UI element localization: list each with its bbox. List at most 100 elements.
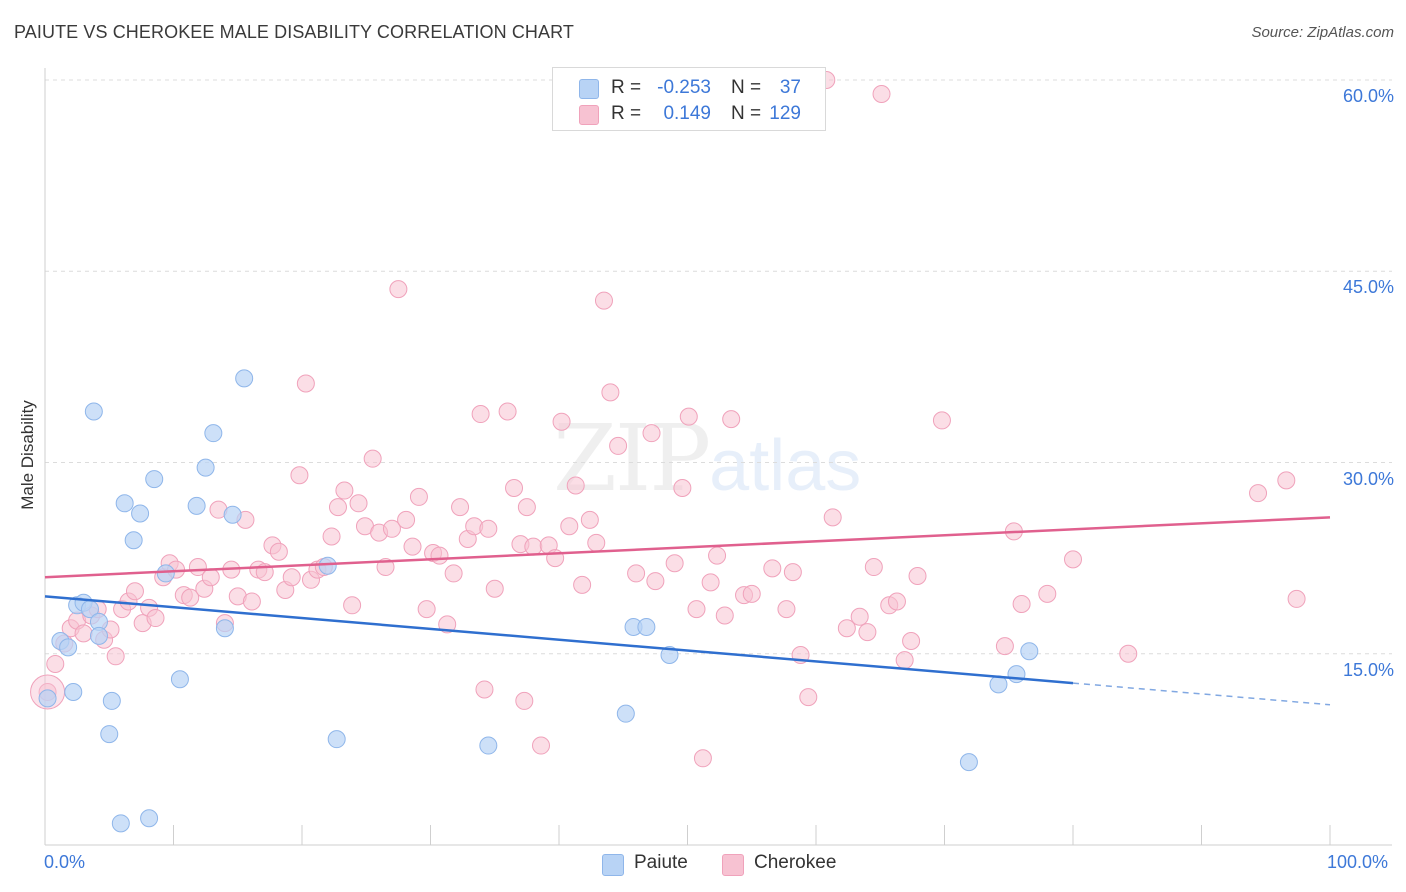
cherokee-point xyxy=(515,691,534,710)
cherokee-point xyxy=(532,736,551,755)
cherokee-point xyxy=(1038,584,1057,603)
r-label: R = xyxy=(611,77,642,98)
cherokee-point xyxy=(837,619,856,638)
cherokee-point xyxy=(517,498,536,517)
cherokee-point xyxy=(850,607,869,626)
paiute-point xyxy=(204,424,223,443)
cherokee-point xyxy=(594,291,613,310)
paiute-point xyxy=(59,638,78,657)
cherokee-point xyxy=(444,564,463,583)
trend-lines xyxy=(44,516,1331,706)
paiute-point xyxy=(38,689,57,708)
paiute-point xyxy=(89,626,108,645)
cherokee-trend-line xyxy=(44,516,1331,579)
legend-row-paiute: R = -0.253 N = 37 xyxy=(553,75,825,101)
legend-row-cherokee: R = 0.149 N = 129 xyxy=(553,101,825,127)
cherokee-point xyxy=(322,527,341,546)
cherokee-point xyxy=(679,407,698,426)
cherokee-point xyxy=(908,566,927,585)
cherokee-point xyxy=(524,537,543,556)
cherokee-point xyxy=(438,615,457,634)
paiute-point xyxy=(64,683,83,701)
cherokee-point xyxy=(783,563,802,582)
cherokee-point xyxy=(601,383,620,402)
cherokee-point xyxy=(201,568,220,587)
cherokee-point xyxy=(864,558,883,577)
cherokee-point xyxy=(417,600,436,619)
paiute-point xyxy=(140,809,159,828)
cherokee-point xyxy=(363,449,382,468)
cherokee-point xyxy=(693,749,712,768)
cherokee-point xyxy=(823,508,842,527)
cherokee-point xyxy=(701,573,720,592)
cherokee-point xyxy=(328,498,347,517)
paiute-point xyxy=(235,369,254,388)
cherokee-point xyxy=(742,584,761,603)
cherokee-point xyxy=(181,588,200,607)
cherokee-point xyxy=(335,481,354,500)
x-tick-label: 100.0% xyxy=(1327,852,1389,872)
cherokee-point xyxy=(587,533,606,552)
n-value: 129 xyxy=(769,103,801,124)
paiute-point xyxy=(131,504,150,523)
r-value: 0.149 xyxy=(663,103,711,124)
paiute-point xyxy=(1007,665,1026,684)
cherokee-point xyxy=(471,405,490,424)
cherokee-point xyxy=(146,609,165,628)
paiute-point xyxy=(187,496,206,515)
paiute-point xyxy=(959,753,978,772)
cherokee-point xyxy=(403,537,422,556)
paiute-trend-extension xyxy=(1072,682,1331,706)
cherokee-point xyxy=(895,651,914,670)
cherokee-point xyxy=(269,542,288,561)
paiute-point xyxy=(215,619,234,638)
paiute-swatch xyxy=(579,79,599,99)
paiute-point xyxy=(115,494,134,513)
cherokee-point xyxy=(1012,595,1031,614)
paiute-points xyxy=(38,369,1039,833)
cherokee-point xyxy=(451,498,470,517)
x-tick-label: 0.0% xyxy=(44,852,86,872)
legend-label: Paiute xyxy=(634,852,688,873)
y-tick-label: 60.0% xyxy=(1342,86,1394,106)
cherokee-point xyxy=(296,374,315,393)
y-tick-label: 30.0% xyxy=(1342,469,1394,489)
cherokee-point xyxy=(389,280,408,299)
paiute-point xyxy=(145,470,164,489)
cherokee-point xyxy=(722,410,741,429)
cherokee-point xyxy=(763,559,782,578)
paiute-point xyxy=(102,691,121,710)
cherokee-point xyxy=(505,479,524,497)
y-axis-label: Male Disability xyxy=(18,400,37,510)
cherokee-point xyxy=(290,466,309,485)
paiute-point xyxy=(124,531,143,550)
cherokee-point xyxy=(430,546,449,565)
cherokee-swatch xyxy=(722,854,744,876)
paiute-point xyxy=(616,704,635,723)
paiute-point xyxy=(100,725,119,744)
cherokee-swatch xyxy=(579,105,599,125)
legend-label: Cherokee xyxy=(754,852,837,873)
cherokee-point xyxy=(799,688,818,707)
axes xyxy=(44,68,1392,846)
cherokee-point xyxy=(1249,484,1268,503)
cherokee-point xyxy=(673,479,692,497)
paiute-point xyxy=(156,564,175,583)
cherokee-point xyxy=(858,623,877,642)
cherokee-point xyxy=(573,575,592,594)
cherokee-point xyxy=(106,647,125,666)
cherokee-point xyxy=(343,596,362,615)
n-label: N = xyxy=(731,77,762,98)
paiute-point xyxy=(170,670,189,689)
cherokee-point xyxy=(552,412,571,431)
paiute-swatch xyxy=(602,854,624,876)
cherokee-point xyxy=(74,624,93,643)
paiute-point xyxy=(84,402,103,421)
cherokee-point xyxy=(485,579,504,598)
cherokee-point xyxy=(560,517,579,536)
paiute-point xyxy=(327,730,346,749)
y-tick-label: 15.0% xyxy=(1342,660,1394,680)
chart-title: PAIUTE VS CHEROKEE MALE DISABILITY CORRE… xyxy=(14,22,574,42)
paiute-point xyxy=(637,617,656,636)
